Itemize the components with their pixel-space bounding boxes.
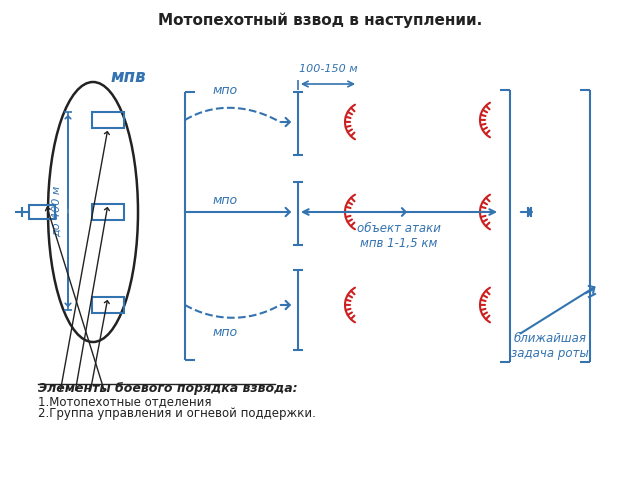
Text: ближайшая
задача роты: ближайшая задача роты (511, 332, 589, 360)
Bar (92, 204, 124, 220)
Text: мпо: мпо (212, 325, 237, 338)
Text: 2.Группа управления и огневой поддержки.: 2.Группа управления и огневой поддержки. (38, 407, 316, 420)
Text: мпо: мпо (212, 84, 237, 96)
Bar (29, 205, 55, 219)
Text: мпо: мпо (212, 193, 237, 206)
Text: Мотопехотный взвод в наступлении.: Мотопехотный взвод в наступлении. (158, 12, 482, 27)
Text: 100-150 м: 100-150 м (299, 64, 357, 74)
Bar (92, 297, 124, 313)
Text: мпв: мпв (110, 68, 146, 86)
Bar (92, 112, 124, 128)
Text: объект атаки
мпв 1-1,5 км: объект атаки мпв 1-1,5 км (357, 222, 441, 250)
Text: до 400 м: до 400 м (52, 185, 62, 237)
Text: 1.Мотопехотные отделения: 1.Мотопехотные отделения (38, 395, 211, 408)
Text: Элементы боевого порядка взвода:: Элементы боевого порядка взвода: (38, 382, 298, 395)
